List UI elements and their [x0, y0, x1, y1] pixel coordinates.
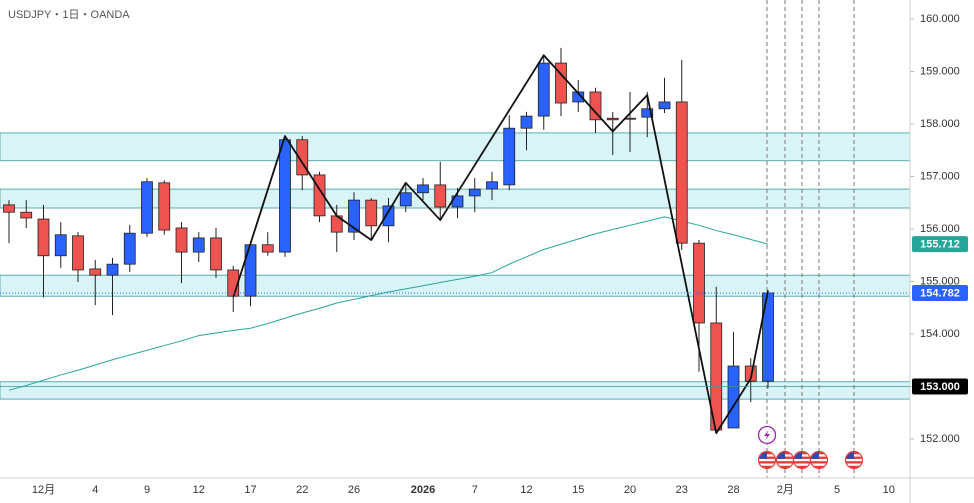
- candle-body: [244, 244, 257, 297]
- price-marker: [912, 236, 968, 253]
- plot: [0, 47, 910, 435]
- candle-body: [520, 115, 533, 129]
- candle-body: [20, 211, 33, 219]
- event-icons: [757, 425, 863, 469]
- candle-body: [54, 234, 67, 257]
- axes: 152.000 153.000 154.000 155.000 156.000 157.0…: [32, 13, 968, 496]
- y-tick-label: 158.000: [920, 118, 960, 130]
- moving-average: [8, 216, 769, 391]
- candle-body: [37, 218, 50, 257]
- candle-body: [555, 62, 567, 104]
- candle-body: [261, 244, 274, 253]
- event-flag[interactable]: [811, 452, 828, 469]
- x-tick-label: 10: [883, 484, 895, 496]
- candle-body: [744, 365, 757, 382]
- event-flag[interactable]: [759, 452, 776, 469]
- candle-body: [348, 199, 360, 233]
- candle-body: [365, 199, 378, 227]
- candle-body: [399, 192, 412, 207]
- zone: [0, 381, 911, 400]
- x-tick-label: 5: [834, 484, 840, 496]
- y-tick-label: 155.000: [920, 275, 960, 287]
- y-tick-label: 159.000: [920, 65, 960, 77]
- y-tick-label: 157.000: [920, 170, 960, 182]
- price-marker: [912, 378, 968, 395]
- x-tick-label: 23: [676, 484, 688, 496]
- candle-body: [3, 204, 15, 213]
- x-tick-label: 26: [348, 484, 360, 496]
- candle-body: [675, 101, 688, 244]
- candle-body: [727, 365, 740, 429]
- candle-body: [417, 184, 429, 194]
- candle-body: [486, 181, 498, 190]
- x-tick-label: 2月: [777, 484, 794, 496]
- candle-body: [641, 108, 654, 118]
- candle-body: [72, 235, 84, 271]
- candle-body: [434, 184, 447, 208]
- x-tick-label: 22: [296, 484, 308, 496]
- x-tick-label: 7: [472, 484, 478, 496]
- x-tick-label: 4: [92, 484, 98, 496]
- candle-body: [382, 205, 395, 227]
- event-flag[interactable]: [794, 452, 811, 469]
- candle-body: [468, 188, 481, 197]
- candle-body: [89, 268, 102, 276]
- candle-body: [693, 242, 705, 324]
- candle-body: [658, 101, 671, 110]
- event-icon[interactable]: [757, 425, 777, 445]
- candle-body: [141, 181, 153, 234]
- x-tick-label: 12: [520, 484, 532, 496]
- candle-body: [123, 232, 136, 265]
- zone: [0, 132, 911, 162]
- price-marker-label: 153.000: [920, 381, 960, 393]
- x-tick-label: 28: [727, 484, 739, 496]
- x-tick-label: 2026: [411, 484, 435, 496]
- candle-body: [537, 62, 550, 117]
- candle-body: [606, 117, 619, 121]
- y-tick-label: 160.000: [920, 13, 960, 25]
- event-lines: [766, 0, 855, 478]
- candle-body: [158, 182, 171, 231]
- candle-body: [175, 227, 188, 253]
- chart-title: USDJPY・1日・OANDA: [8, 9, 130, 21]
- price-marker-label: 155.712: [920, 239, 960, 251]
- candle-body: [279, 139, 291, 253]
- price-marker-label: 154.782: [920, 287, 960, 299]
- y-tick-label: 156.000: [920, 223, 960, 235]
- candle-body: [296, 139, 309, 176]
- y-tick-label: 152.000: [920, 433, 960, 445]
- x-tick-label: 12月: [32, 484, 55, 496]
- candle-body: [106, 263, 119, 276]
- event-flag[interactable]: [846, 452, 863, 469]
- candle-body: [313, 174, 326, 217]
- candle-body: [210, 237, 222, 271]
- y-tick-label: 154.000: [920, 328, 960, 340]
- x-tick-label: 9: [144, 484, 150, 496]
- candle-body: [503, 127, 516, 186]
- x-tick-label: 12: [193, 484, 205, 496]
- x-tick-label: 17: [244, 484, 256, 496]
- x-tick-label: 15: [572, 484, 584, 496]
- price-marker: [912, 284, 968, 301]
- zigzag-line: [232, 54, 769, 435]
- x-tick-label: 20: [624, 484, 636, 496]
- event-flag[interactable]: [777, 452, 794, 469]
- candle-body: [192, 237, 205, 253]
